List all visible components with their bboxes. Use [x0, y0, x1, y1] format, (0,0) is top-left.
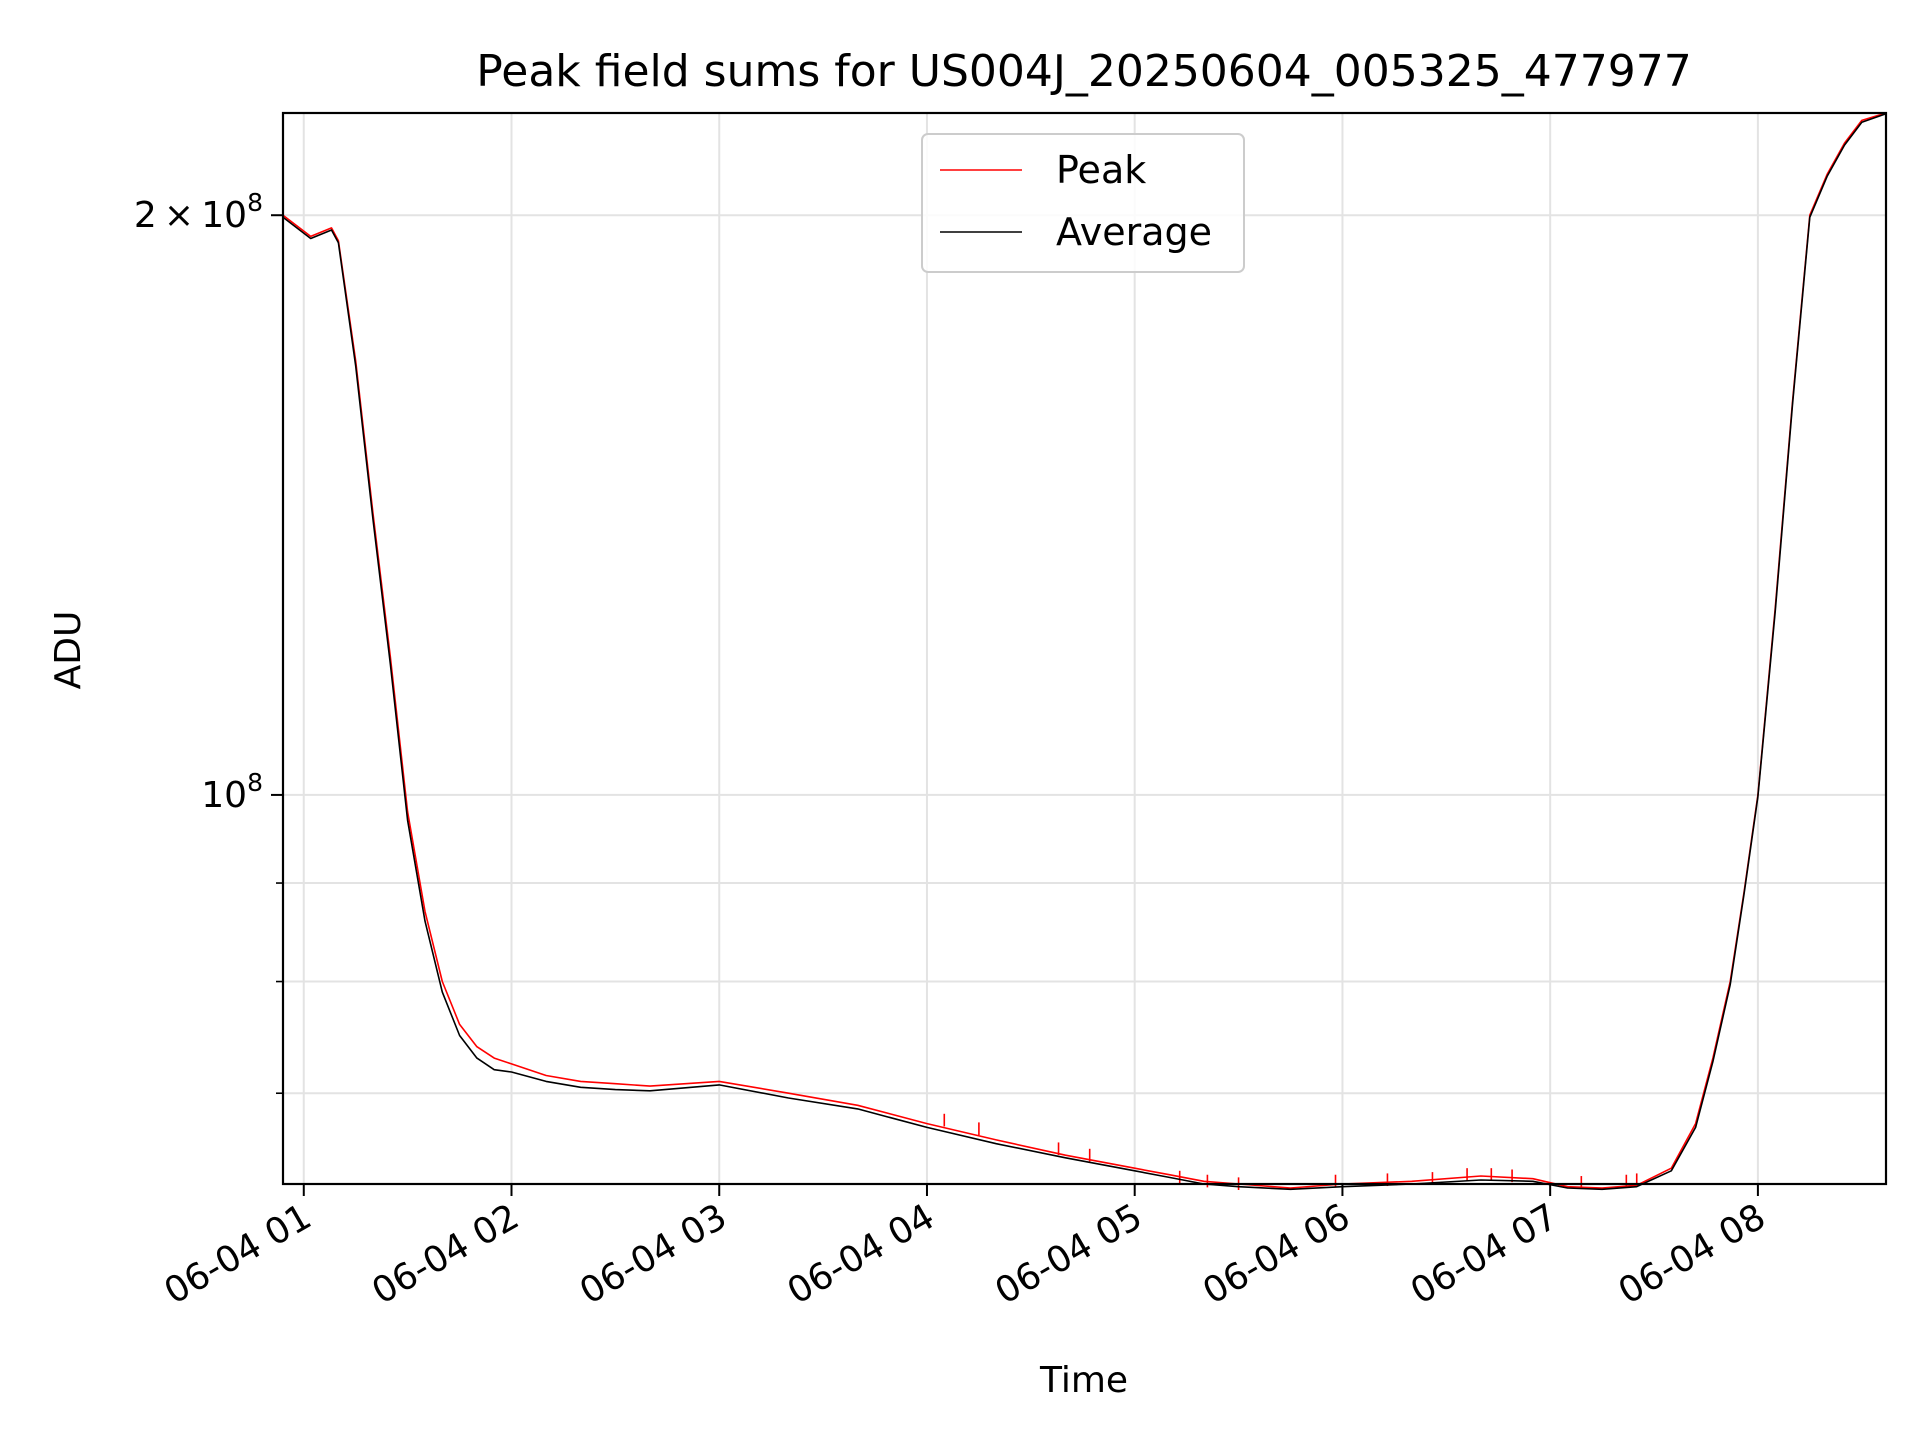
y-axis-label: ADU [48, 611, 89, 690]
plot-lines [282, 112, 1887, 1191]
legend-label-average: Average [1056, 210, 1212, 254]
plot-frame [281, 111, 1888, 1186]
y-tick-label: 2 × 108 [134, 188, 263, 236]
x-axis-label: Time [1039, 1360, 1128, 1401]
legend-box [921, 133, 1245, 273]
legend: Peak Average [921, 133, 1245, 273]
legend-label-peak: Peak [1056, 148, 1146, 192]
grid [283, 113, 1886, 1184]
chart-title: Peak field sums for US004J_20250604_0053… [476, 46, 1691, 97]
series-line-average [282, 112, 1887, 1191]
